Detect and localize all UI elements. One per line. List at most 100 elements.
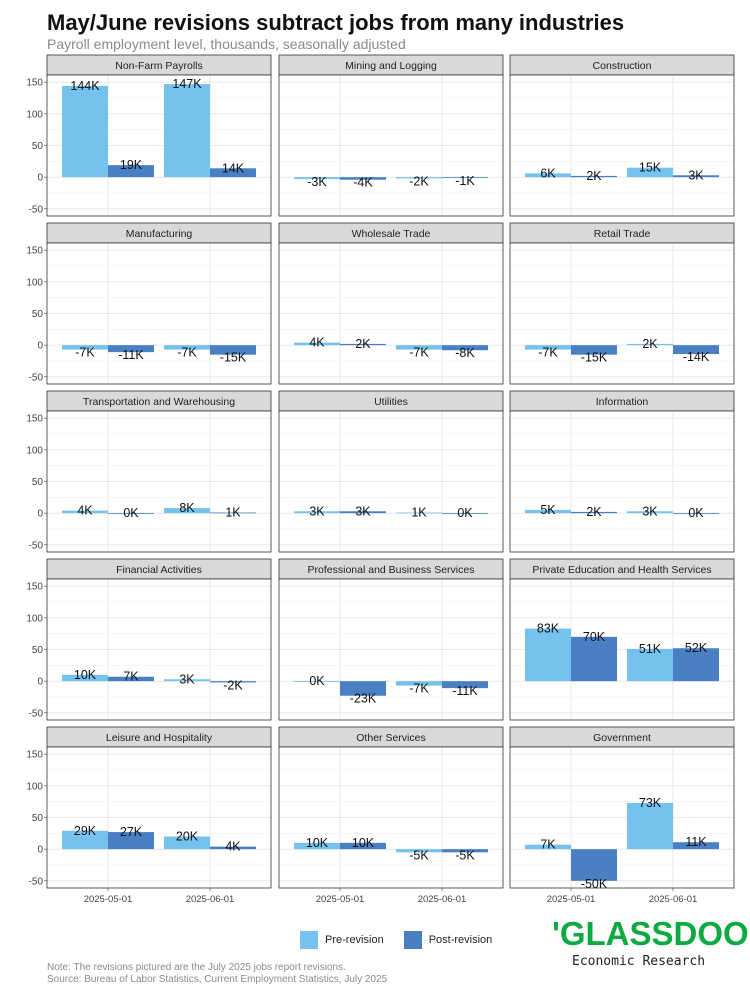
data-label: 0K [457, 506, 473, 520]
data-label: 11K [685, 835, 707, 849]
panel-border [278, 410, 504, 553]
data-label: -4K [353, 176, 373, 190]
bar-post [210, 512, 256, 514]
y-tick-label: -50 [29, 204, 44, 215]
legend-label-post: Post-revision [428, 934, 493, 946]
data-label: 27K [120, 825, 143, 839]
data-label: 4K [225, 840, 241, 854]
bar-post [340, 681, 386, 696]
bar-post [442, 849, 488, 853]
panel-border [46, 746, 272, 889]
y-tick-label: 50 [32, 309, 44, 320]
data-label: 14K [222, 161, 245, 175]
y-tick-label: 0 [37, 677, 43, 688]
panel-border [509, 410, 735, 553]
data-label: 83K [537, 622, 560, 636]
data-label: -11K [118, 348, 144, 362]
y-tick-label: 100 [26, 781, 43, 792]
logo-subtitle: Economic Research [572, 954, 706, 969]
data-label: 0K [123, 506, 139, 520]
facet-title: Private Education and Health Services [532, 564, 711, 576]
y-tick-label: 100 [26, 613, 43, 624]
data-label: -14K [683, 350, 710, 364]
bar-pre [294, 177, 340, 180]
data-label: -15K [220, 351, 247, 365]
y-tick-label: 150 [26, 246, 43, 257]
facet-title: Professional and Business Services [308, 564, 475, 576]
y-tick-label: 100 [26, 109, 43, 120]
y-tick-label: 100 [26, 445, 43, 456]
data-label: 1K [411, 506, 427, 520]
data-label: 0K [309, 674, 325, 688]
data-label: 4K [77, 504, 93, 518]
data-label: -7K [409, 346, 429, 360]
panel-border [46, 74, 272, 217]
bar-pre [627, 167, 673, 178]
bar-post [210, 681, 256, 683]
facet-title: Financial Activities [116, 564, 202, 576]
data-label: -5K [455, 848, 475, 862]
data-label: -7K [177, 346, 197, 360]
data-label: -7K [409, 682, 429, 696]
bar-post [442, 681, 488, 689]
bar-post [571, 511, 617, 514]
bar-pre [525, 173, 571, 178]
data-label: 10K [352, 836, 375, 850]
bar-post [673, 175, 719, 178]
bar-pre [164, 508, 210, 514]
bar-post [340, 343, 386, 346]
bar-post [340, 511, 386, 514]
bar-post [571, 849, 617, 881]
x-tick-label: 2025-06-01 [418, 894, 467, 905]
legend-item-pre: Pre-revision [300, 931, 384, 949]
facet-title: Transportation and Warehousing [83, 396, 235, 408]
chart-subtitle: Payroll employment level, thousands, sea… [47, 36, 406, 52]
bar-post [210, 846, 256, 850]
bar-post [210, 168, 256, 178]
data-label: 147K [172, 77, 202, 91]
bar-post [442, 345, 488, 351]
data-label: 3K [309, 504, 325, 518]
bar-pre [164, 836, 210, 850]
panel-border [278, 74, 504, 217]
data-label: 5K [540, 503, 556, 517]
bar-pre [627, 511, 673, 514]
data-label: 3K [179, 672, 195, 686]
data-label: 6K [540, 166, 556, 180]
data-label: 0K [688, 506, 704, 520]
data-label: -8K [455, 346, 475, 360]
data-label: -3K [307, 175, 327, 189]
data-label: 1K [225, 506, 241, 520]
x-tick-label: 2025-05-01 [316, 894, 365, 905]
data-label: 52K [685, 641, 708, 655]
facet-title: Information [596, 396, 649, 408]
panel-border [509, 242, 735, 385]
bar-pre [164, 679, 210, 682]
bar-post [673, 513, 719, 514]
bar-pre [62, 674, 108, 682]
logo-wordmark: 'GLASSDOORTM [552, 916, 750, 952]
y-tick-label: 50 [32, 813, 44, 824]
data-label: 15K [639, 161, 662, 175]
bar-pre [62, 510, 108, 514]
bar-pre [294, 511, 340, 514]
y-tick-label: 50 [32, 141, 44, 152]
bar-pre [294, 342, 340, 346]
bar-pre [396, 512, 442, 514]
bar-post [108, 345, 154, 353]
x-tick-label: 2025-05-01 [547, 894, 596, 905]
data-label: 2K [355, 337, 371, 351]
panel-border [46, 242, 272, 385]
bar-post [442, 177, 488, 178]
bar-post [442, 513, 488, 514]
facet-title: Non-Farm Payrolls [115, 60, 203, 72]
facet-title: Other Services [356, 732, 425, 744]
data-label: -7K [538, 346, 558, 360]
bar-pre [396, 681, 442, 686]
bar-pre [525, 844, 571, 850]
facet-title: Construction [593, 60, 652, 72]
data-label: 7K [123, 670, 139, 684]
bar-post [108, 832, 154, 850]
data-label: 10K [74, 668, 97, 682]
y-tick-label: 0 [37, 509, 43, 520]
